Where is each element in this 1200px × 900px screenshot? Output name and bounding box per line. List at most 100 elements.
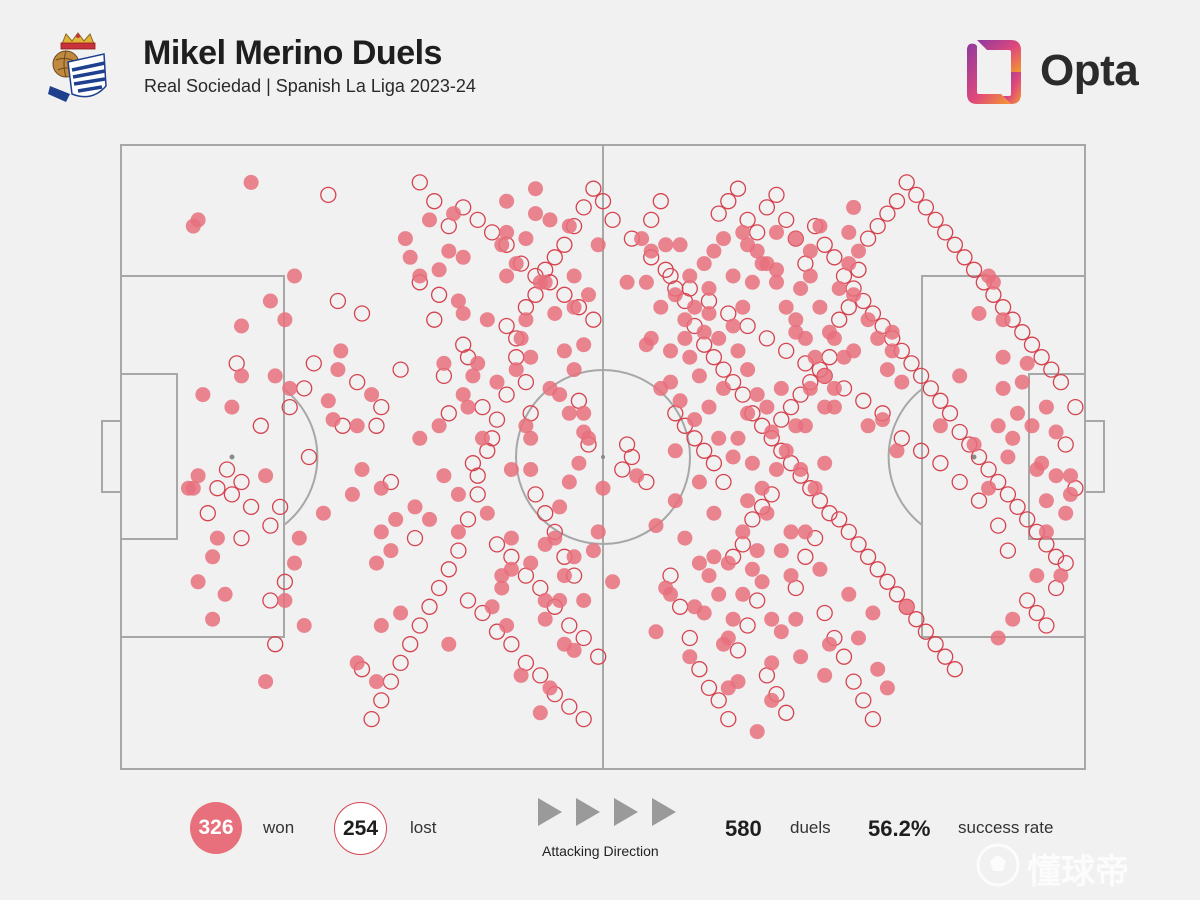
duel-won-point <box>465 368 481 384</box>
duel-lost-point <box>281 398 298 416</box>
duel-won-point <box>532 705 548 721</box>
duel-lost-point <box>575 629 592 647</box>
duel-won-point <box>851 243 866 259</box>
duel-won-point <box>783 568 799 584</box>
duel-lost-point <box>483 224 501 241</box>
duel-lost-point <box>223 486 241 503</box>
duel-lost-point <box>459 592 477 609</box>
duel-lost-point <box>305 355 322 372</box>
won-count-badge: 326 <box>190 802 242 854</box>
duel-won-point <box>932 418 948 434</box>
duel-won-point <box>720 680 736 696</box>
centre-spot <box>601 455 605 459</box>
duel-won-point <box>1000 449 1016 465</box>
duel-won-point <box>667 443 683 459</box>
duel-won-point <box>860 312 876 328</box>
duel-lost-point <box>700 679 718 697</box>
duel-lost-point <box>927 211 944 229</box>
duel-lost-point <box>1052 373 1070 391</box>
duel-lost-point <box>864 710 882 728</box>
duel-won-point <box>793 462 809 477</box>
duel-won-point <box>518 231 534 247</box>
duel-won-point <box>1024 418 1040 434</box>
duel-won-point <box>499 224 515 240</box>
play-arrow-icon <box>652 798 676 826</box>
lost-label: lost <box>410 818 437 837</box>
duel-lost-point <box>696 442 713 459</box>
attacking-direction-arrows <box>538 798 676 826</box>
duel-won-point <box>778 443 794 459</box>
duel-won-point <box>552 387 568 403</box>
duel-won-point <box>523 555 539 571</box>
duel-lost-point <box>845 673 862 690</box>
duel-lost-point <box>1019 592 1036 609</box>
duel-lost-point <box>710 205 727 222</box>
duel-won-point <box>373 618 389 633</box>
duel-won-point <box>773 380 789 396</box>
duel-lost-point <box>705 455 723 472</box>
duel-lost-point <box>1033 349 1050 366</box>
duel-lost-point <box>233 529 250 547</box>
watermark: 懂球帝 <box>975 838 1185 892</box>
duel-won-point <box>735 224 751 240</box>
duel-won-point <box>764 424 780 440</box>
duel-won-point <box>764 655 780 671</box>
duel-won-point <box>1048 468 1064 484</box>
club-crest-icon <box>48 32 107 102</box>
duel-lost-point <box>585 311 602 328</box>
duel-lost-point <box>262 592 279 609</box>
watermark-text: 懂球帝 <box>1027 852 1129 892</box>
duel-won-point <box>291 530 307 546</box>
duel-won-point <box>508 256 524 272</box>
duel-won-point <box>436 355 452 371</box>
duel-lost-point <box>320 186 337 204</box>
duel-lost-point <box>831 511 848 528</box>
duel-won-point <box>518 418 534 434</box>
duel-won-point <box>566 549 582 565</box>
duel-won-point <box>422 511 437 527</box>
duel-won-point <box>566 362 582 378</box>
duel-won-point <box>740 493 756 509</box>
duel-won-point <box>282 380 298 396</box>
lost-duels-layer <box>199 174 1084 728</box>
duel-won-point <box>884 343 900 359</box>
duel-lost-point <box>503 636 520 653</box>
duel-won-point <box>788 231 804 247</box>
duel-lost-point <box>744 511 761 528</box>
duel-lost-point <box>912 442 930 459</box>
duel-won-point <box>494 237 510 253</box>
duel-won-point <box>711 430 727 446</box>
duel-lost-point <box>768 186 785 204</box>
duel-won-point <box>860 418 876 434</box>
duel-won-point <box>619 274 635 290</box>
duel-won-point <box>691 368 707 384</box>
duel-won-point <box>658 580 674 596</box>
duel-won-point <box>706 243 722 259</box>
duel-won-point <box>181 480 196 496</box>
duel-lost-point <box>749 224 766 241</box>
duel-won-point <box>1038 493 1054 509</box>
duel-won-point <box>561 474 577 490</box>
duel-won-point <box>542 212 558 228</box>
duel-won-point <box>1063 486 1078 502</box>
duel-lost-point <box>440 405 457 422</box>
duel-lost-point <box>903 355 920 372</box>
duel-won-point <box>484 599 500 615</box>
duel-lost-point <box>373 398 390 416</box>
duel-lost-point <box>474 398 491 416</box>
duel-lost-point <box>715 361 732 378</box>
duel-won-point <box>971 306 987 321</box>
duel-won-point <box>643 243 659 259</box>
duel-won-point <box>528 181 543 197</box>
duel-won-point <box>749 243 765 259</box>
duel-lost-point <box>662 267 679 285</box>
duel-lost-point <box>233 473 250 491</box>
left-goal <box>101 420 122 493</box>
duel-won-point <box>537 593 553 608</box>
duel-won-point <box>663 343 678 359</box>
duel-lost-point <box>411 174 428 191</box>
duel-won-point <box>267 368 283 384</box>
duel-lost-point <box>585 180 602 197</box>
duel-won-point <box>966 437 982 452</box>
duel-lost-point <box>729 642 747 659</box>
